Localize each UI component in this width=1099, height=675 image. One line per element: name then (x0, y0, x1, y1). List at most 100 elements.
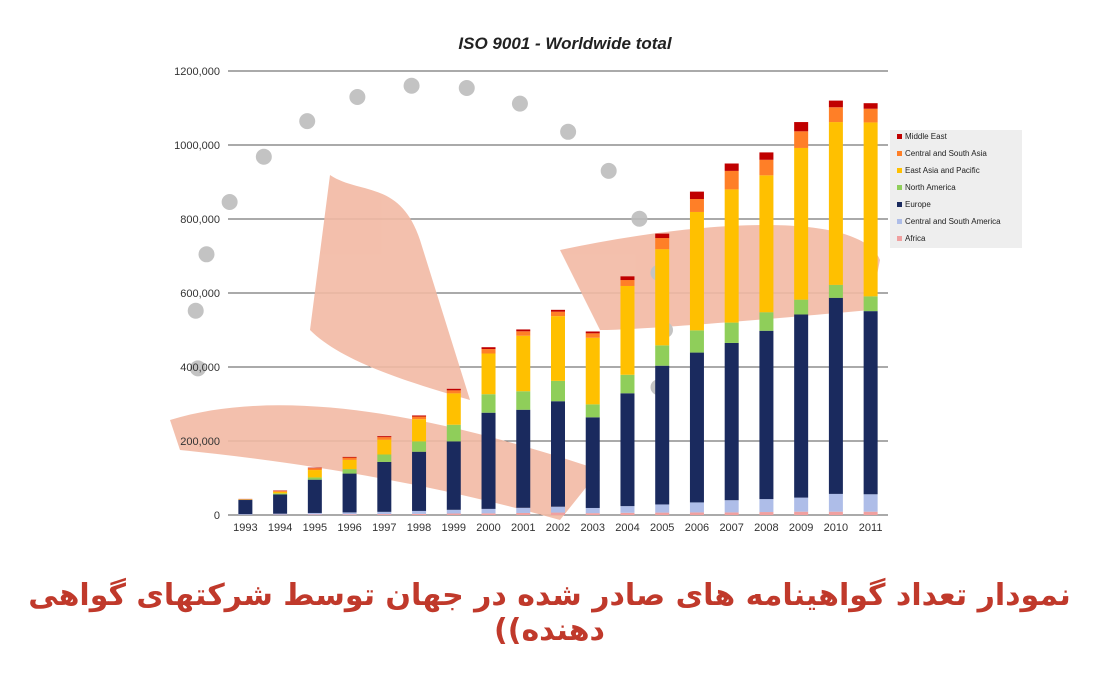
bar-segment (759, 175, 774, 313)
bar-segment (585, 507, 600, 514)
bar-segment (689, 330, 704, 353)
x-tick-label: 2005 (650, 522, 674, 534)
bar-segment (863, 311, 878, 495)
legend-label: Central and South Asia (905, 149, 987, 158)
x-tick-label: 1993 (233, 522, 257, 534)
caption: نمودار تعداد گواهینامه های صادر شده در ج… (28, 578, 1071, 648)
bar-segment (620, 506, 635, 513)
bar-segment (794, 131, 809, 148)
bar-segment (238, 499, 253, 500)
bar-segment (412, 416, 427, 420)
bar-segment (828, 493, 843, 512)
y-tick-label: 1000,000 (174, 140, 220, 152)
bar-segment (724, 170, 739, 190)
bar-segment (759, 312, 774, 331)
bar-segment (446, 390, 461, 394)
legend-swatch (897, 219, 902, 224)
bar-segment (828, 284, 843, 298)
bar-segment (446, 513, 461, 515)
bar-segment (481, 394, 496, 413)
x-tick-label: 2006 (685, 522, 709, 534)
bar-segment (863, 494, 878, 512)
bar-segment (412, 513, 427, 515)
bar-segment (551, 316, 565, 381)
x-tick-label: 2000 (476, 522, 500, 534)
bar-segment (794, 497, 809, 512)
y-tick-label: 1200,000 (174, 66, 220, 78)
x-tick-label: 2008 (754, 522, 778, 534)
bar-segment (655, 238, 670, 250)
bar-segment (551, 311, 565, 317)
watermark-dot (458, 80, 475, 97)
legend-swatch (897, 168, 902, 173)
bar-segment (828, 100, 843, 108)
watermark-dot (221, 193, 238, 210)
bar-segment (655, 249, 670, 346)
bar-segment (516, 391, 531, 410)
y-tick-label: 600,000 (180, 288, 220, 300)
bar-segment (828, 122, 843, 285)
x-tick-label: 1994 (268, 522, 292, 534)
bar-segment (620, 280, 635, 286)
watermark-dot (600, 162, 617, 179)
bar-segment (481, 513, 496, 515)
bar-segment (307, 470, 322, 478)
x-tick-label: 2001 (511, 522, 535, 534)
bar-segment (689, 199, 704, 212)
bar-segment (307, 514, 322, 515)
bar-segment (551, 309, 565, 312)
bar-segment (446, 388, 461, 391)
bar-segment (828, 511, 843, 515)
bar-segment (689, 211, 704, 331)
bar-segment (273, 490, 288, 492)
watermark-dots (187, 77, 673, 396)
bar-segment (307, 477, 322, 480)
bar-segment (655, 512, 670, 515)
bar-segment (516, 335, 531, 392)
bar-segment (794, 299, 809, 315)
bar-segment (794, 122, 809, 132)
watermark-dot (403, 77, 420, 94)
bar-segment (516, 329, 531, 332)
bar-segment (481, 353, 496, 395)
y-tick-label: 200,000 (180, 436, 220, 448)
watermark-dot (349, 88, 366, 105)
bar-segment (620, 276, 635, 281)
bar-segment (481, 508, 496, 514)
x-tick-label: 2003 (580, 522, 604, 534)
bar-segment (620, 285, 635, 375)
bar-segment (759, 152, 774, 160)
legend-label: East Asia and Pacific (905, 166, 980, 175)
legend-label: North America (905, 183, 956, 192)
bar-segment (655, 365, 670, 505)
bar-segment (724, 189, 739, 323)
chart-title: ISO 9001 - Worldwide total (458, 34, 672, 53)
bar-segment (273, 494, 288, 514)
bar-segment (446, 393, 461, 425)
bar-segment (307, 467, 322, 469)
bar-segment (689, 191, 704, 200)
watermark-dot (198, 246, 215, 263)
bar-segment (759, 159, 774, 176)
x-tick-label: 2002 (546, 522, 570, 534)
bar-segment (551, 401, 565, 507)
x-tick-label: 1998 (407, 522, 431, 534)
bar-segment (620, 374, 635, 394)
bar-segment (585, 333, 600, 338)
watermark-dot (299, 113, 316, 130)
bar-segment (307, 479, 322, 513)
bar-segment (585, 404, 600, 418)
bar-segment (412, 441, 427, 452)
bar-segment (551, 506, 565, 513)
bar-segment (342, 512, 357, 515)
y-tick-label: 0 (214, 510, 220, 522)
bar-segment (412, 419, 427, 442)
bar-segment (238, 500, 253, 515)
y-tick-label: 800,000 (180, 214, 220, 226)
x-tick-label: 1999 (442, 522, 466, 534)
bar-segment (655, 233, 670, 239)
bar-segment (724, 500, 739, 513)
bar-segment (551, 380, 565, 402)
x-tick-label: 2007 (719, 522, 743, 534)
bar-segment (377, 461, 392, 512)
